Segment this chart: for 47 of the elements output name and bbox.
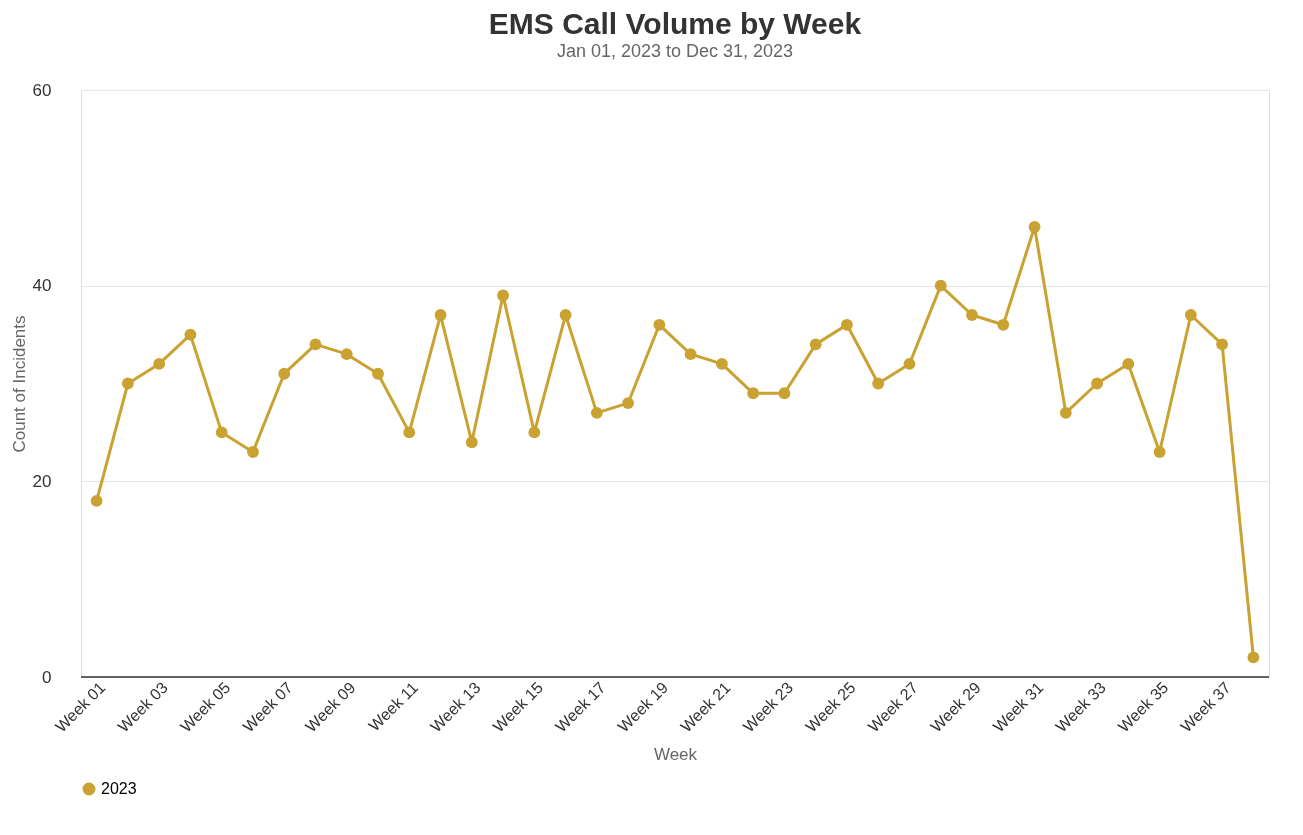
- point: [1184, 309, 1197, 321]
- legend-label: 2023: [101, 780, 137, 797]
- point: [90, 495, 103, 507]
- point: [465, 436, 478, 449]
- point: [622, 397, 635, 409]
- point: [1059, 406, 1072, 419]
- point: [841, 318, 853, 331]
- chart-title: EMS Call Volume by Week: [488, 7, 862, 40]
- y-tick-label: 40: [32, 276, 52, 296]
- point: [966, 309, 978, 321]
- point: [559, 309, 572, 321]
- point: [747, 387, 760, 400]
- point: [1122, 358, 1135, 370]
- point: [1216, 338, 1229, 351]
- point: [497, 289, 509, 302]
- point: [153, 358, 166, 370]
- point: [372, 367, 384, 380]
- point: [1091, 377, 1103, 390]
- point: [184, 328, 197, 341]
- y-tick-label: 0: [42, 667, 52, 687]
- chart-subtitle: Jan 01, 2023 to Dec 31, 2023: [556, 41, 794, 61]
- point: [903, 358, 916, 370]
- y-axis-title: Count of Incidents: [9, 315, 29, 453]
- point: [528, 426, 541, 439]
- point: [1153, 446, 1166, 458]
- point: [872, 377, 885, 390]
- x-axis-title: Week: [653, 745, 698, 765]
- point: [121, 377, 134, 390]
- point: [1247, 651, 1260, 664]
- y-tick-label: 60: [32, 80, 52, 100]
- y-tick-label: 20: [32, 471, 52, 491]
- point: [590, 406, 603, 419]
- point: [778, 387, 791, 400]
- point: [247, 446, 259, 458]
- point: [403, 426, 416, 439]
- point: [684, 348, 697, 361]
- point: [340, 348, 353, 361]
- point: [653, 318, 666, 331]
- point: [434, 309, 447, 321]
- point: [1028, 221, 1041, 233]
- point: [309, 338, 322, 351]
- point: [809, 338, 822, 351]
- point: [934, 279, 947, 292]
- point: [278, 367, 291, 380]
- point: [215, 426, 228, 439]
- point: [997, 318, 1010, 331]
- point: [715, 358, 728, 370]
